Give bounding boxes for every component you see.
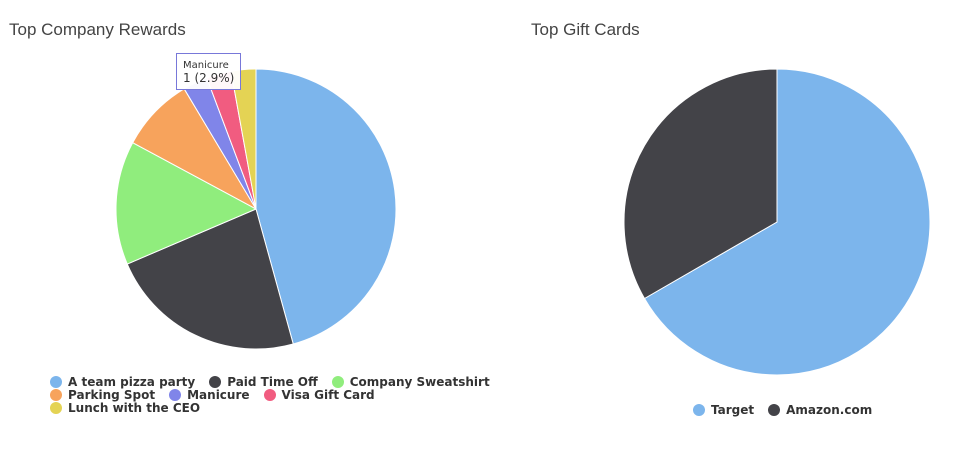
rewards-chart-panel: Top Company Rewards A team pizza party Pa…: [9, 20, 504, 415]
giftcards-legend: Target Amazon.com: [693, 403, 886, 417]
legend-marker: [50, 401, 62, 414]
legend-row: Lunch with the CEO: [50, 401, 504, 415]
legend-item-amazon-com[interactable]: Amazon.com: [768, 403, 872, 417]
legend-label: Company Sweatshirt: [349, 374, 490, 389]
legend-item-target[interactable]: Target: [693, 403, 754, 417]
legend-label: Parking Spot: [68, 387, 156, 402]
legend-item-manicure[interactable]: Manicure: [169, 387, 250, 402]
legend-item-visa-gift-card[interactable]: Visa Gift Card: [263, 387, 375, 402]
chart-tooltip: Manicure 1 (2.9%): [176, 53, 242, 90]
pie-slice-a-team-pizza-party[interactable]: [255, 68, 397, 345]
tooltip-value: 1 (2.9%): [183, 71, 235, 85]
legend-row: Target Amazon.com: [693, 403, 886, 417]
legend-marker: [693, 403, 705, 416]
legend-marker: [263, 388, 276, 401]
giftcards-pie-chart: [623, 68, 931, 376]
legend-label: A team pizza party: [68, 374, 196, 389]
legend-label: Lunch with the CEO: [68, 400, 201, 415]
legend-item-paid-time-off[interactable]: Paid Time Off: [209, 375, 318, 389]
legend-marker: [50, 388, 62, 401]
legend-marker: [50, 375, 62, 388]
giftcards-chart-panel: Top Gift Cards Target Amazon.com: [520, 0, 960, 473]
legend-label: Paid Time Off: [227, 374, 318, 389]
legend-row: Parking Spot Manicure Visa Gift Card: [50, 387, 504, 402]
legend-marker: [169, 388, 182, 401]
legend-row: A team pizza party Paid Time Off Company S…: [50, 374, 504, 389]
legend-marker: [331, 375, 344, 388]
pie-slice-target[interactable]: [643, 68, 931, 376]
legend-label: Visa Gift Card: [281, 387, 375, 402]
legend-item-parking-spot[interactable]: Parking Spot: [50, 388, 155, 402]
legend-label: Target: [711, 402, 755, 417]
pie-slice-paid-time-off[interactable]: [126, 208, 294, 350]
rewards-chart-title: Top Company Rewards: [9, 20, 186, 39]
legend-marker: [768, 403, 781, 416]
legend-label: Amazon.com: [786, 402, 873, 417]
giftcards-chart-title: Top Gift Cards: [531, 20, 640, 39]
legend-item-a-team-pizza-party[interactable]: A team pizza party: [50, 375, 195, 389]
legend-marker: [209, 375, 222, 388]
tooltip-name: Manicure: [183, 60, 229, 71]
legend-label: Manicure: [187, 387, 250, 402]
legend-item-lunch-with-the-ceo[interactable]: Lunch with the CEO: [50, 401, 200, 415]
pie-slice-amazon-com[interactable]: [623, 68, 778, 299]
rewards-legend: A team pizza party Paid Time Off Company S…: [50, 374, 504, 415]
legend-item-company-sweatshirt[interactable]: Company Sweatshirt: [331, 374, 490, 389]
pie-slice-company-sweatshirt[interactable]: [115, 142, 257, 265]
